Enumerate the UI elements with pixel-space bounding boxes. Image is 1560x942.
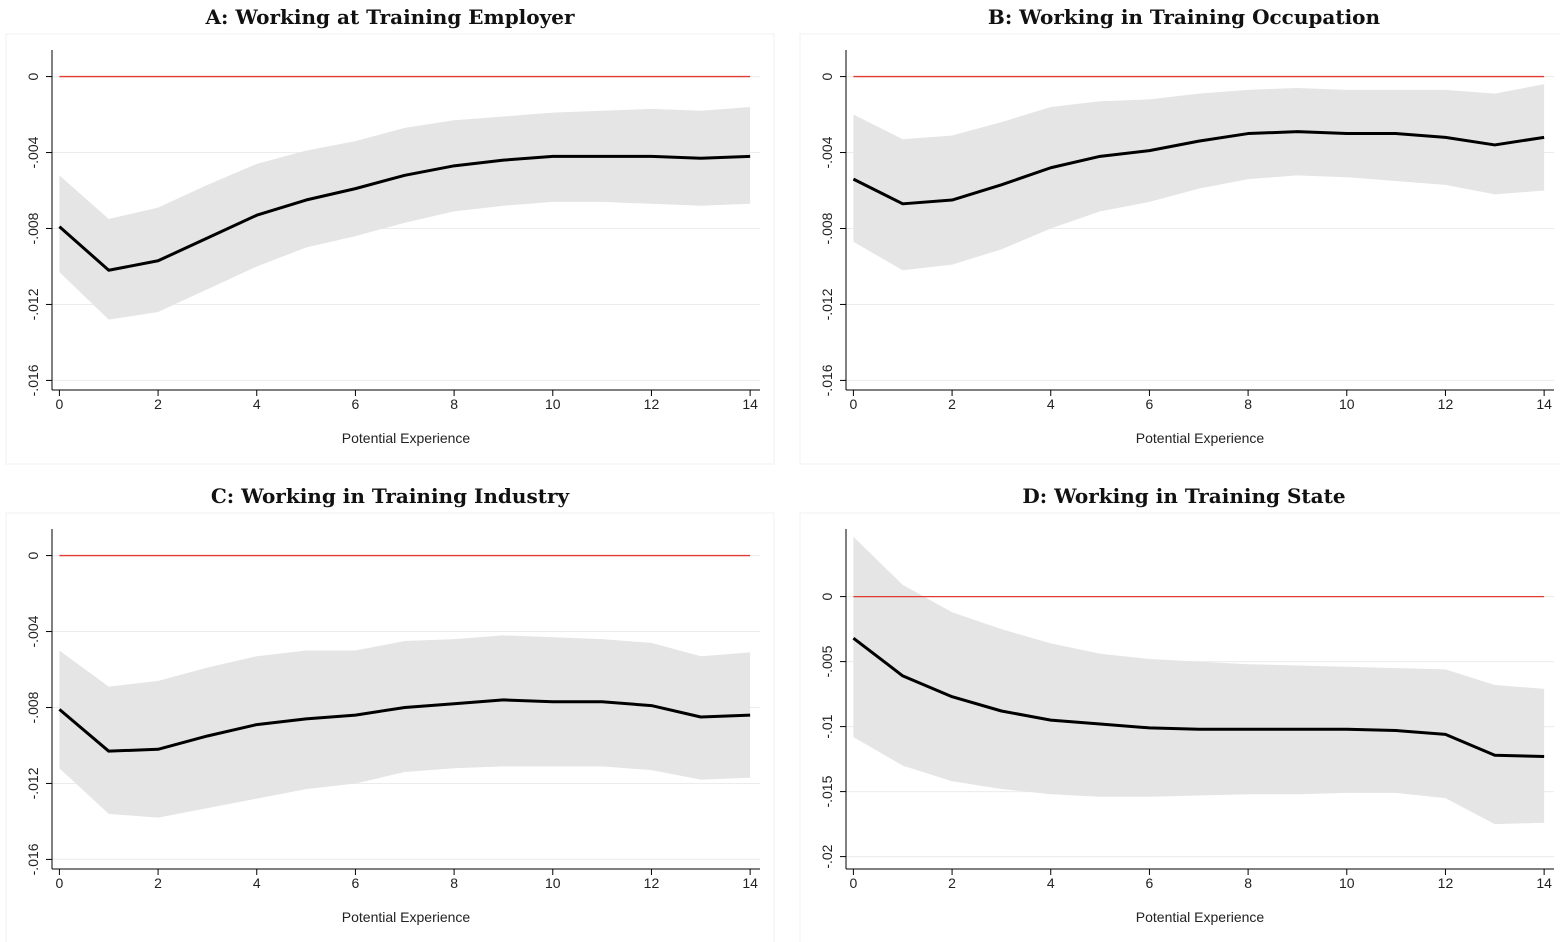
x-tick-label: 2 (154, 875, 162, 891)
estimate-line (852, 130, 1545, 206)
y-tick-label: -.004 (819, 136, 835, 168)
x-tick-label: 4 (253, 875, 261, 891)
y-tick-label: -.008 (25, 691, 41, 723)
chart-title: B: Working in Training Occupation (988, 5, 1381, 29)
x-axis-label: Potential Experience (1136, 430, 1265, 446)
y-tick-label: -.008 (819, 212, 835, 244)
y-tick-label: -.004 (25, 615, 41, 647)
x-tick-label: 14 (1536, 875, 1552, 891)
x-tick-label: 0 (56, 396, 64, 412)
panel-frame (5, 33, 775, 465)
y-tick-label: -.016 (819, 364, 835, 396)
estimate-line (58, 154, 751, 272)
x-tick-label: 8 (450, 396, 458, 412)
confidence-band (853, 536, 1545, 825)
x-tick-label: 12 (1438, 875, 1454, 891)
x-tick-label: 14 (742, 875, 758, 891)
panel: C: Working in Training Industry 0 -.004 -.0… (5, 484, 775, 942)
y-tick-label: -.02 (819, 844, 835, 868)
x-tick-label: 12 (644, 875, 660, 891)
x-tick-label: 2 (948, 875, 956, 891)
x-axis-label: Potential Experience (342, 909, 471, 925)
x-tick-label: 0 (850, 875, 858, 891)
chart-title: D: Working in Training State (1022, 484, 1345, 508)
x-tick-label: 8 (1244, 875, 1252, 891)
x-tick-label: 6 (352, 396, 360, 412)
x-tick-label: 6 (1146, 875, 1154, 891)
x-tick-label: 4 (1047, 396, 1055, 412)
x-tick-label: 0 (56, 875, 64, 891)
y-tick-label: -.005 (819, 645, 835, 677)
y-tick-label: -.012 (25, 288, 41, 320)
chart-title: C: Working in Training Industry (211, 484, 571, 508)
x-tick-label: 10 (545, 396, 561, 412)
x-tick-label: 8 (450, 875, 458, 891)
panel-frame (5, 512, 775, 942)
estimate-line (852, 637, 1545, 758)
x-tick-label: 6 (352, 875, 360, 891)
x-axis-label: Potential Experience (342, 430, 471, 446)
confidence-band (853, 84, 1545, 271)
x-tick-label: 14 (1536, 396, 1552, 412)
estimate-line (58, 698, 751, 753)
x-axis-label: Potential Experience (1136, 909, 1265, 925)
x-tick-label: 2 (948, 396, 956, 412)
panel: D: Working in Training State 0 -.005 -.01 -.… (799, 484, 1560, 942)
y-tick-label: 0 (25, 72, 41, 80)
x-tick-label: 12 (1438, 396, 1454, 412)
x-tick-label: 6 (1146, 396, 1154, 412)
panel-frame (799, 33, 1560, 465)
panel: B: Working in Training Occupation 0 -.004 -… (799, 5, 1560, 465)
x-tick-label: 4 (1047, 875, 1055, 891)
y-tick-label: 0 (25, 551, 41, 559)
x-tick-label: 14 (742, 396, 758, 412)
confidence-band (59, 106, 751, 320)
y-tick-label: -.01 (819, 714, 835, 738)
x-tick-label: 8 (1244, 396, 1252, 412)
x-tick-label: 4 (253, 396, 261, 412)
y-tick-label: -.016 (25, 364, 41, 396)
x-tick-label: 10 (545, 875, 561, 891)
y-tick-label: -.012 (819, 288, 835, 320)
y-tick-label: -.004 (25, 136, 41, 168)
y-tick-label: 0 (819, 592, 835, 600)
confidence-band (59, 635, 751, 818)
y-tick-label: -.012 (25, 767, 41, 799)
x-tick-label: 10 (1339, 396, 1355, 412)
panel: A: Working at Training Employer 0 -.004 -.0… (5, 5, 775, 465)
chart-title: A: Working at Training Employer (204, 5, 574, 29)
x-tick-label: 0 (850, 396, 858, 412)
y-tick-label: -.008 (25, 212, 41, 244)
panel-frame (799, 512, 1560, 942)
y-tick-label: -.016 (25, 843, 41, 875)
x-tick-label: 2 (154, 396, 162, 412)
y-tick-label: 0 (819, 72, 835, 80)
x-tick-label: 12 (644, 396, 660, 412)
y-tick-label: -.015 (819, 775, 835, 807)
x-tick-label: 10 (1339, 875, 1355, 891)
